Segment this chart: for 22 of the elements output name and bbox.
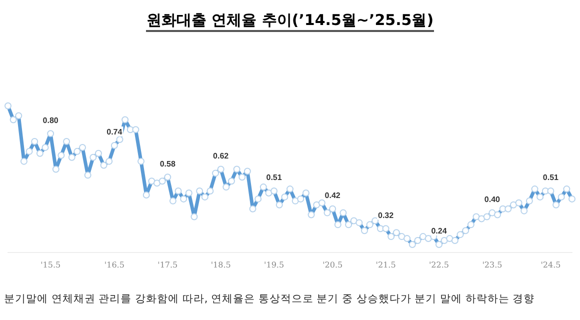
data-label: 0.42 [324, 191, 341, 200]
data-label: 0.58 [160, 159, 176, 168]
chart-title: 원화대출 연체율 추이(’14.5월~’25.5월) [146, 11, 434, 32]
x-tick-label: '23.5 [482, 260, 502, 270]
x-tick-label: '16.5 [104, 260, 124, 270]
text: 분기말에 연체채권 관리를 강화함에 따라, 연체율은 통상적으로 분기 중 상승했다가 분기 말에 하락하는 경향 [4, 292, 536, 306]
data-label: 0.24 [431, 226, 448, 236]
data-label: 0.32 [378, 210, 394, 220]
data-label: 0.51 [266, 173, 282, 182]
x-tick-label: '20.5 [322, 260, 343, 270]
x-tick-label: '19.5 [264, 260, 284, 270]
x-tick-label: '15.5 [40, 260, 61, 270]
x-tick-label: '21.5 [376, 260, 396, 270]
x-tick-label: '22.5 [428, 260, 449, 270]
data-label: 0.40 [484, 195, 501, 204]
data-label: 0.74 [106, 128, 123, 137]
x-tick-label: '17.5 [158, 260, 178, 270]
x-tick-label: '24.5 [540, 260, 561, 270]
x-tick-label: '18.5 [210, 260, 231, 270]
data-label: 0.80 [42, 116, 59, 125]
data-label: 0.51 [542, 173, 560, 182]
data-label: 0.62 [213, 151, 230, 160]
